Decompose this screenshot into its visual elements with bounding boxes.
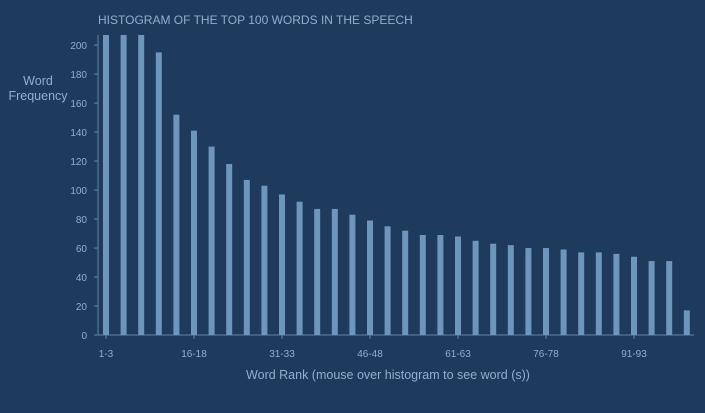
y-axis-label-line1: Word <box>23 74 53 88</box>
y-tick-label: 40 <box>76 273 88 284</box>
y-tick-label: 20 <box>76 302 88 313</box>
bar-46-48[interactable] <box>367 220 373 335</box>
x-tick-label: 46-48 <box>357 349 383 360</box>
y-axis: 0 20 40 60 80 100 120 140 160 180 200 <box>70 35 99 342</box>
bar-1-3[interactable] <box>103 35 109 335</box>
bar-16-18[interactable] <box>191 130 197 335</box>
bar-10-12[interactable] <box>155 52 162 336</box>
x-tick-label: 76-78 <box>533 349 559 360</box>
y-tick-label: 0 <box>81 331 87 342</box>
bar-58-60[interactable] <box>437 235 444 335</box>
y-tick-label: 120 <box>70 157 87 168</box>
x-tick-label: 91-93 <box>621 349 647 360</box>
bar-70-72[interactable] <box>507 245 514 335</box>
bar-91-93[interactable] <box>631 256 637 335</box>
bar-40-42[interactable] <box>331 208 338 335</box>
bar-25-27[interactable] <box>243 179 250 335</box>
bar-94-96[interactable] <box>648 261 655 335</box>
y-tick-label: 160 <box>70 99 87 110</box>
y-tick-label: 180 <box>70 70 87 81</box>
y-tick-label: 200 <box>70 41 87 52</box>
bar-43-45[interactable] <box>349 214 356 335</box>
x-tick-label: 16-18 <box>181 349 207 360</box>
bar-76-78[interactable] <box>543 248 549 335</box>
bar-7-9[interactable] <box>138 35 145 335</box>
bar-64-66[interactable] <box>472 240 479 335</box>
bar-67-69[interactable] <box>490 243 497 335</box>
chart-title: HISTOGRAM OF THE TOP 100 WORDS IN THE SP… <box>98 13 413 27</box>
bar-34-36[interactable] <box>296 201 303 335</box>
bar-28-30[interactable] <box>261 185 268 335</box>
bars[interactable] <box>103 35 690 336</box>
bar-37-39[interactable] <box>314 208 321 335</box>
y-tick-label: 80 <box>76 215 88 226</box>
bar-19-21[interactable] <box>208 146 215 335</box>
y-tick-label: 60 <box>76 244 88 255</box>
bar-55-57[interactable] <box>419 235 426 335</box>
y-tick-label: 100 <box>70 186 87 197</box>
bar-52-54[interactable] <box>402 230 409 335</box>
x-axis-label: Word Rank (mouse over histogram to see w… <box>246 368 530 382</box>
bar-82-84[interactable] <box>578 252 585 335</box>
x-tick-label: 61-63 <box>445 349 471 360</box>
bar-31-33[interactable] <box>279 194 285 335</box>
bar-13-15[interactable] <box>173 114 180 335</box>
bar-79-81[interactable] <box>560 249 567 335</box>
y-axis-label-line2: Frequency <box>8 89 68 103</box>
bar-61-63[interactable] <box>455 236 461 335</box>
bar-49-51[interactable] <box>384 226 391 335</box>
bar-22-24[interactable] <box>226 163 233 335</box>
x-tick-label: 1-3 <box>99 349 114 360</box>
bar-88-90[interactable] <box>613 253 620 335</box>
bar-73-75[interactable] <box>525 248 532 335</box>
y-tick-label: 140 <box>70 128 87 139</box>
bar-85-87[interactable] <box>595 252 602 335</box>
bar-97-99[interactable] <box>666 261 673 335</box>
bar-4-6[interactable] <box>120 35 127 335</box>
x-axis: 1-3 16-18 31-33 46-48 61-63 76-78 91-93 <box>94 334 694 360</box>
bar-100[interactable] <box>683 310 690 335</box>
x-tick-label: 31-33 <box>269 349 295 360</box>
